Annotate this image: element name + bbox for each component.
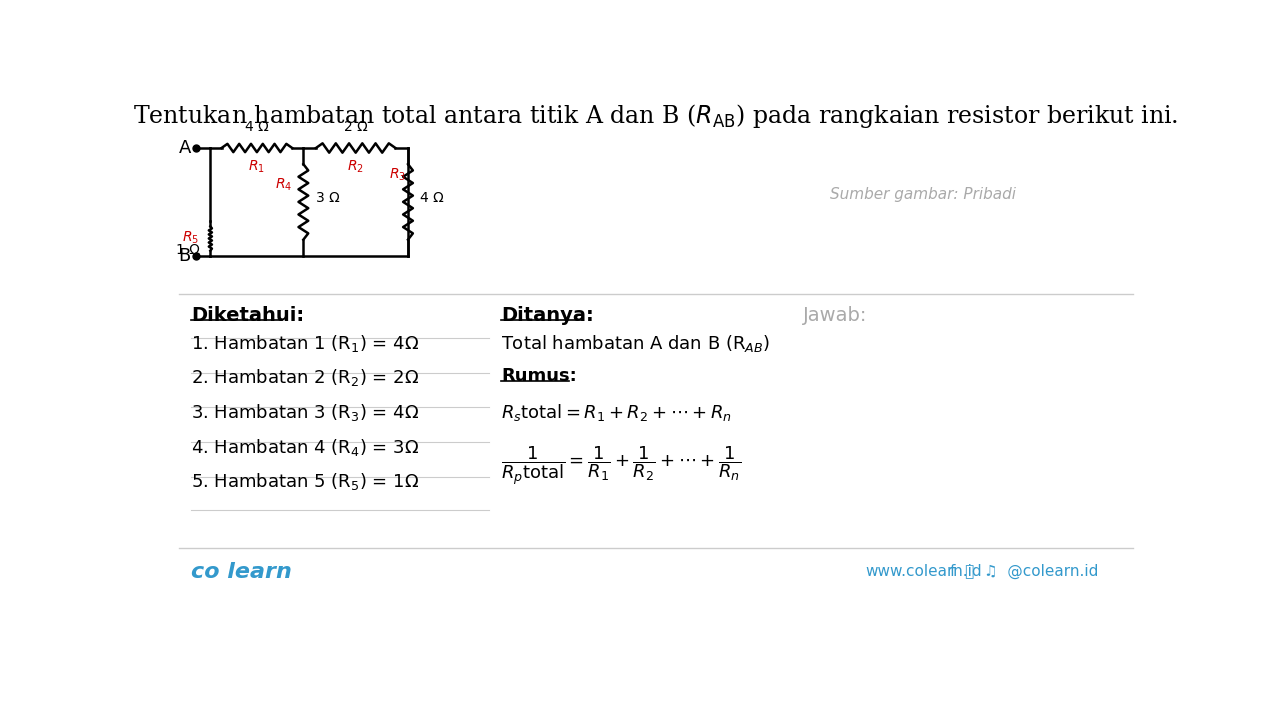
- Text: $R_1$: $R_1$: [248, 159, 265, 175]
- Text: 2 Ω: 2 Ω: [344, 120, 367, 134]
- Text: Tentukan hambatan total antara titik A dan B ($R_{\mathrm{AB}}$) pada rangkaian : Tentukan hambatan total antara titik A d…: [133, 102, 1179, 130]
- Text: $R_2$: $R_2$: [347, 159, 364, 175]
- Text: $R_s\mathrm{total} = R_1 + R_2 + \cdots + R_n$: $R_s\mathrm{total} = R_1 + R_2 + \cdots …: [500, 402, 732, 423]
- Text: 2. Hambatan 2 (R$_2$) = 2Ω: 2. Hambatan 2 (R$_2$) = 2Ω: [191, 367, 419, 389]
- Text: $\dfrac{1}{R_p\mathrm{total}} = \dfrac{1}{R_1} + \dfrac{1}{R_2} + \cdots + \dfra: $\dfrac{1}{R_p\mathrm{total}} = \dfrac{1…: [500, 444, 741, 487]
- Text: 1. Hambatan 1 (R$_1$) = 4Ω: 1. Hambatan 1 (R$_1$) = 4Ω: [191, 333, 419, 354]
- Text: 4 Ω: 4 Ω: [420, 191, 444, 205]
- Text: 4 Ω: 4 Ω: [244, 120, 269, 134]
- Text: 1 Ω: 1 Ω: [175, 243, 200, 256]
- Text: Ditanya:: Ditanya:: [500, 306, 594, 325]
- Text: 3 Ω: 3 Ω: [316, 191, 339, 205]
- Text: $R_3$: $R_3$: [389, 167, 407, 183]
- Text: A: A: [179, 139, 191, 157]
- Text: Jawab:: Jawab:: [804, 306, 868, 325]
- Text: f  ⓞ  ♫  @colearn.id: f ⓞ ♫ @colearn.id: [951, 564, 1098, 579]
- Text: co learn: co learn: [191, 562, 292, 582]
- Text: 4. Hambatan 4 (R$_4$) = 3Ω: 4. Hambatan 4 (R$_4$) = 3Ω: [191, 437, 419, 458]
- Text: $R_4$: $R_4$: [275, 176, 293, 193]
- Text: Sumber gambar: Pribadi: Sumber gambar: Pribadi: [831, 186, 1016, 202]
- Text: Rumus:: Rumus:: [500, 367, 577, 385]
- Text: 5. Hambatan 5 (R$_5$) = 1Ω: 5. Hambatan 5 (R$_5$) = 1Ω: [191, 472, 419, 492]
- Text: Total hambatan A dan B (R$_{AB}$): Total hambatan A dan B (R$_{AB}$): [500, 333, 771, 354]
- Text: Diketahui:: Diketahui:: [191, 306, 305, 325]
- Text: www.colearn.id: www.colearn.id: [865, 564, 982, 579]
- Text: $R_5$: $R_5$: [183, 230, 200, 246]
- Text: B: B: [179, 247, 191, 265]
- Text: 3. Hambatan 3 (R$_3$) = 4Ω: 3. Hambatan 3 (R$_3$) = 4Ω: [191, 402, 419, 423]
